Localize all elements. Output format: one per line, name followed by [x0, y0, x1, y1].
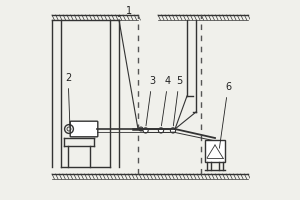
Circle shape [158, 128, 164, 133]
Text: 6: 6 [219, 82, 231, 148]
Text: 1: 1 [118, 6, 132, 17]
Text: 3: 3 [146, 76, 155, 126]
Circle shape [170, 128, 175, 133]
Circle shape [139, 127, 143, 131]
Circle shape [143, 128, 148, 133]
Text: 5: 5 [173, 76, 182, 126]
Text: 2: 2 [65, 73, 71, 126]
Bar [205, 140, 225, 162]
FancyBboxPatch shape [70, 121, 98, 137]
Text: 4: 4 [161, 76, 171, 126]
